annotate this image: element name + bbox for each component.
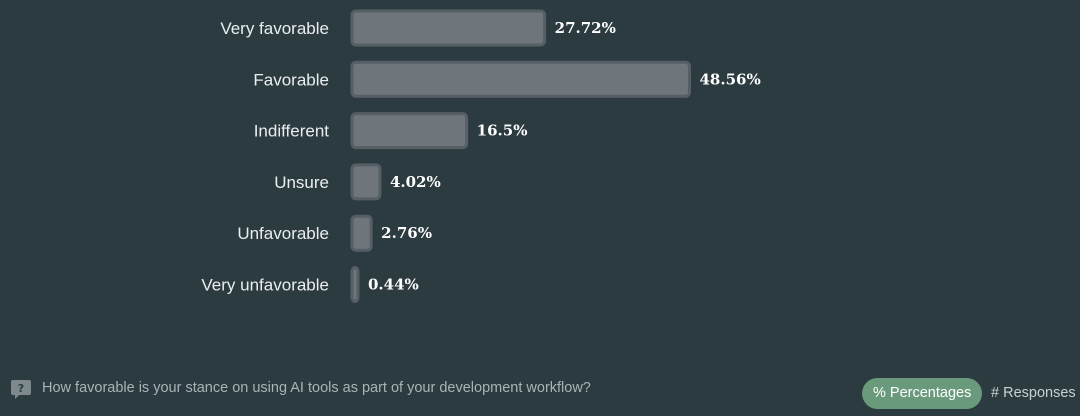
chart-footer: ? How favorable is your stance on using … [0, 370, 1080, 410]
category-label-unsure: Unsure [274, 173, 329, 192]
percentages-toggle-button[interactable]: % Percentages [862, 378, 983, 409]
value-label-very-favorable: 27.72% [555, 19, 616, 37]
bar-very-favorable[interactable] [350, 9, 547, 47]
value-label-unsure: 4.02% [390, 173, 441, 191]
bar-favorable[interactable] [350, 60, 691, 98]
bar-chart: Very favorable 27.72% Favorable 48.56% Indif… [201, 9, 761, 303]
value-label-unfavorable: 2.76% [381, 224, 432, 242]
category-label-unfavorable: Unfavorable [237, 224, 329, 243]
category-label-very-favorable: Very favorable [220, 19, 329, 38]
category-label-favorable: Favorable [253, 70, 329, 89]
category-label-very-unfavorable: Very unfavorable [201, 276, 329, 295]
svg-text:?: ? [18, 382, 24, 395]
survey-question: How favorable is your stance on using AI… [42, 380, 591, 396]
responses-toggle-button[interactable]: # Responses [991, 385, 1076, 401]
bar-indifferent[interactable] [350, 112, 469, 150]
question-mark-icon[interactable]: ? [11, 380, 31, 399]
bar-unsure[interactable] [350, 163, 382, 201]
bar-unfavorable[interactable] [350, 214, 373, 252]
value-label-favorable: 48.56% [699, 70, 760, 88]
bar-very-unfavorable[interactable] [350, 266, 360, 303]
value-label-very-unfavorable: 0.44% [368, 276, 419, 294]
value-label-indifferent: 16.5% [477, 122, 528, 140]
category-label-indifferent: Indifferent [254, 122, 330, 141]
